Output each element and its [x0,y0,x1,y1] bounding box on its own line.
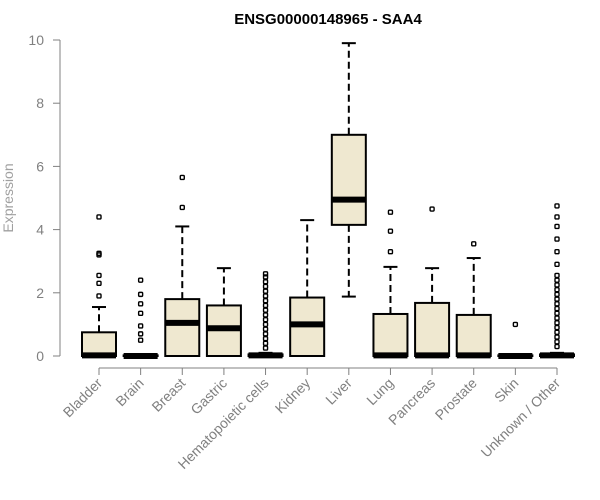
iqr-box [164,298,201,357]
outlier-point [179,204,185,211]
outlier-point [137,323,144,329]
outlier-point [554,301,560,307]
chart-title: ENSG00000148965 - SAA4 [234,11,422,28]
y-tick-label: 0 [36,348,44,364]
outlier-point [554,310,560,317]
y-tick-label: 8 [36,95,44,111]
outlier-point [262,274,269,280]
outlier-point [554,339,560,345]
outlier-point [262,316,269,323]
outlier-point [554,291,560,298]
outlier-point [137,277,144,283]
outlier-point [96,250,102,257]
x-tick-label: Prostate [432,375,480,423]
outlier-point [554,236,560,242]
outlier-point [262,307,269,313]
outlier-point [387,209,394,215]
outlier-point [262,288,269,294]
box-kidney [289,219,326,358]
y-axis-ticks: 0 2 4 6 8 10 [28,32,60,364]
x-tick-label: Bladder [60,375,106,421]
outlier-point [554,305,560,312]
outlier-point [554,296,560,302]
outlier-point [137,331,144,337]
x-tick-label: Kidney [272,375,314,417]
box-skin [497,321,534,359]
outlier-point [554,329,560,335]
outlier-point [554,334,560,340]
boxes-group [81,42,575,359]
outlier-point [554,343,560,350]
outlier-point [96,280,102,287]
outlier-point [137,291,144,298]
x-tick-label: Liver [322,375,355,408]
outlier-point [262,298,269,304]
y-tick-label: 2 [36,285,44,301]
outlier-point [554,277,560,283]
outlier-point [512,321,519,328]
outlier-point [429,206,435,212]
box-breast [164,174,201,357]
outlier-point [262,340,269,347]
outlier-point [262,302,269,309]
outlier-point [554,223,560,230]
iqr-box [372,312,409,357]
outlier-point [387,249,394,255]
x-tick-label: Lung [363,375,396,408]
outlier-point [554,272,560,279]
outlier-point [262,321,269,328]
outlier-point [554,315,560,321]
y-tick-label: 4 [36,222,44,238]
outlier-point [554,214,560,220]
iqr-box [414,301,451,357]
outlier-point [137,310,144,317]
outlier-point [554,203,560,209]
outlier-point [137,301,144,307]
x-tick-label: Brain [112,375,146,409]
outlier-point [262,312,269,318]
outlier-point [262,335,269,342]
outlier-point [96,272,102,279]
outlier-point [96,214,102,220]
box-pancreas [414,206,451,359]
outlier-point [262,283,269,290]
outlier-point [262,326,269,332]
outlier-point [471,241,477,247]
x-tick-label: Unknown / Other [478,375,564,461]
outlier-point [137,337,144,343]
y-axis-label: Expression [0,163,16,232]
outlier-point [262,271,269,277]
outlier-point [554,261,560,268]
box-unknown-other [539,203,575,359]
iqr-box [455,313,492,358]
x-tick-label: Skin [491,375,522,406]
outlier-point [96,293,102,299]
outlier-point [554,282,560,288]
outlier-point [262,331,269,337]
outlier-point [262,293,269,299]
iqr-box [330,133,367,226]
outlier-point [262,345,269,351]
box-hematopoietic-cells [247,271,284,359]
outlier-point [554,286,560,293]
outlier-point [262,279,269,285]
box-gastric [205,267,242,358]
y-tick-label: 10 [28,32,44,48]
x-tick-label: Breast [148,375,188,415]
box-bladder [81,214,117,359]
outlier-point [387,228,394,234]
outlier-point [554,324,560,331]
outlier-point [179,174,185,181]
y-tick-label: 6 [36,158,44,174]
box-lung [372,209,409,359]
outlier-point [554,249,560,255]
outlier-point [554,320,560,326]
box-brain [122,277,159,359]
box-prostate [455,241,492,359]
box-liver [330,42,367,298]
